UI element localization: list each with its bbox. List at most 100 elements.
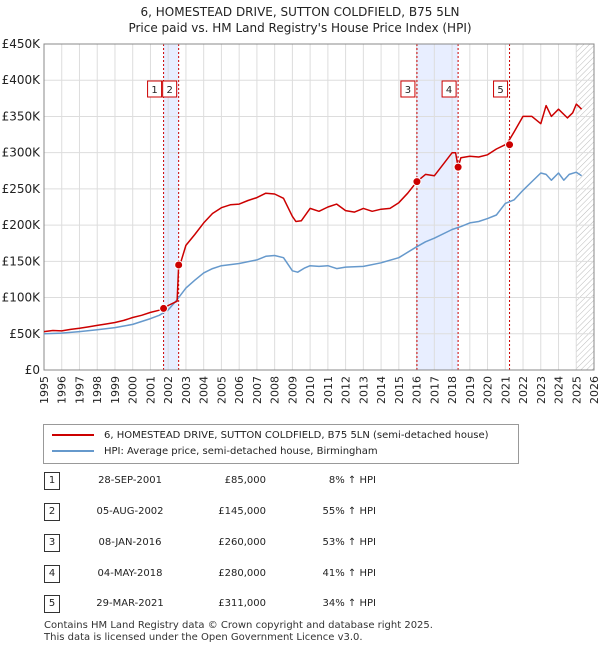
- legend: 6, HOMESTEAD DRIVE, SUTTON COLDFIELD, B7…: [43, 424, 519, 464]
- sale-label: 3: [405, 85, 411, 96]
- y-tick-label: £50K: [9, 327, 41, 341]
- legend-swatch-property: [52, 434, 94, 436]
- y-tick-label: £300K: [2, 146, 42, 160]
- table-row: 2 05-AUG-2002 £145,000 55% ↑ HPI: [40, 502, 600, 522]
- x-tick-label: 2013: [357, 376, 370, 404]
- x-tick-label: 2010: [304, 376, 317, 404]
- y-tick-label: £450K: [2, 37, 42, 51]
- plot-frame: [43, 43, 595, 371]
- x-tick-label: 2023: [535, 376, 548, 404]
- sale-number: 4: [44, 565, 60, 583]
- sale-label-box: [147, 80, 163, 98]
- sale-label-box: [493, 80, 509, 98]
- sale-label: 1: [151, 85, 157, 96]
- x-tick-label: 2000: [127, 376, 140, 404]
- x-tick-label: 2025: [570, 376, 583, 404]
- x-tick-label: 2020: [482, 376, 495, 404]
- sale-price: £145,000: [218, 506, 266, 517]
- x-tick-label: 1998: [91, 376, 104, 404]
- legend-label-property: 6, HOMESTEAD DRIVE, SUTTON COLDFIELD, B7…: [104, 430, 489, 441]
- sale-label: 2: [166, 85, 172, 96]
- x-tick-label: 2008: [269, 376, 282, 404]
- sale-number: 5: [44, 595, 60, 613]
- forecast-hatch: [576, 44, 594, 370]
- sale-point: [159, 303, 169, 313]
- legend-label-hpi: HPI: Average price, semi-detached house,…: [104, 446, 378, 457]
- x-tick-label: 2003: [180, 376, 193, 404]
- sale-date: 05-AUG-2002: [96, 506, 164, 517]
- table-row: 3 08-JAN-2016 £260,000 53% ↑ HPI: [40, 533, 600, 553]
- sale-hpi-diff: 34% ↑ HPI: [322, 598, 376, 609]
- sale-band: [416, 44, 459, 370]
- table-row: 4 04-MAY-2018 £280,000 41% ↑ HPI: [40, 564, 600, 584]
- sale-date: 04-MAY-2018: [97, 568, 163, 579]
- legend-item-hpi: HPI: Average price, semi-detached house,…: [52, 444, 378, 460]
- sale-label-box: [441, 80, 457, 98]
- x-tick-label: 2024: [553, 376, 566, 404]
- sale-number: 1: [44, 472, 60, 490]
- sale-hpi-diff: 41% ↑ HPI: [322, 568, 376, 579]
- legend-swatch-hpi: [52, 450, 94, 452]
- table-row: 5 29-MAR-2021 £311,000 34% ↑ HPI: [40, 594, 600, 614]
- x-tick-label: 1997: [73, 376, 86, 404]
- x-tick-label: 2016: [411, 376, 424, 404]
- x-tick-label: 2011: [322, 376, 335, 404]
- x-tick-label: 2001: [144, 376, 157, 404]
- chart-subtitle: Price paid vs. HM Land Registry's House …: [128, 21, 472, 35]
- sale-date: 08-JAN-2016: [98, 537, 162, 548]
- sale-date: 28-SEP-2001: [98, 475, 162, 486]
- sale-date: 29-MAR-2021: [96, 598, 164, 609]
- sale-label-box: [162, 80, 178, 98]
- x-tick-label: 2009: [286, 376, 299, 404]
- x-tick-label: 1999: [109, 376, 122, 404]
- x-tick-label: 2005: [215, 376, 228, 404]
- sale-band: [163, 44, 179, 370]
- legend-item-property: 6, HOMESTEAD DRIVE, SUTTON COLDFIELD, B7…: [52, 428, 489, 444]
- x-tick-label: 2017: [428, 376, 441, 404]
- y-tick-label: £400K: [2, 73, 42, 87]
- sale-price: £85,000: [224, 475, 266, 486]
- y-tick-label: £350K: [2, 109, 42, 123]
- sale-hpi-diff: 53% ↑ HPI: [322, 537, 376, 548]
- sale-label: 5: [497, 85, 503, 96]
- sale-label-box: [400, 80, 416, 98]
- table-row: 1 28-SEP-2001 £85,000 8% ↑ HPI: [40, 471, 600, 491]
- x-tick-label: 1996: [56, 376, 69, 404]
- sale-point: [412, 177, 422, 187]
- sale-hpi-diff: 55% ↑ HPI: [322, 506, 376, 517]
- chart-title: 6, HOMESTEAD DRIVE, SUTTON COLDFIELD, B7…: [140, 5, 460, 19]
- sale-price: £280,000: [218, 568, 266, 579]
- y-tick-label: £250K: [2, 182, 42, 196]
- sale-number: 2: [44, 503, 60, 521]
- x-tick-label: 2012: [340, 376, 353, 404]
- x-tick-label: 2018: [446, 376, 459, 404]
- x-tick-label: 1995: [38, 376, 51, 404]
- hpi-line: [43, 171, 583, 335]
- x-tick-label: 2022: [517, 376, 530, 404]
- footer-license: This data is licensed under the Open Gov…: [44, 632, 363, 643]
- y-tick-label: £100K: [2, 291, 42, 305]
- sale-price: £260,000: [218, 537, 266, 548]
- sale-point: [505, 140, 515, 150]
- x-tick-label: 2015: [393, 376, 406, 404]
- y-tick-label: £200K: [2, 218, 42, 232]
- sale-point: [453, 162, 463, 172]
- x-tick-label: 2007: [251, 376, 264, 404]
- x-tick-label: 2014: [375, 376, 388, 404]
- sale-point: [174, 260, 184, 270]
- x-tick-label: 2006: [233, 376, 246, 404]
- footer-copyright: Contains HM Land Registry data © Crown c…: [44, 620, 433, 631]
- sale-label: 4: [446, 85, 452, 96]
- sale-number: 3: [44, 534, 60, 552]
- x-tick-label: 2002: [162, 376, 175, 404]
- footer: Contains HM Land Registry data © Crown c…: [44, 620, 433, 644]
- x-tick-label: 2026: [588, 376, 600, 404]
- x-tick-label: 2019: [464, 376, 477, 404]
- plot-area: [44, 44, 594, 370]
- price-chart: £0 £50K £100K £150K £200K £250K £300K £350K £400…: [2, 37, 600, 404]
- x-tick-label: 2004: [198, 376, 211, 404]
- y-tick-label: £0: [25, 363, 40, 377]
- x-tick-label: 2021: [499, 376, 512, 404]
- sale-hpi-diff: 8% ↑ HPI: [328, 475, 376, 486]
- sale-price: £311,000: [218, 598, 266, 609]
